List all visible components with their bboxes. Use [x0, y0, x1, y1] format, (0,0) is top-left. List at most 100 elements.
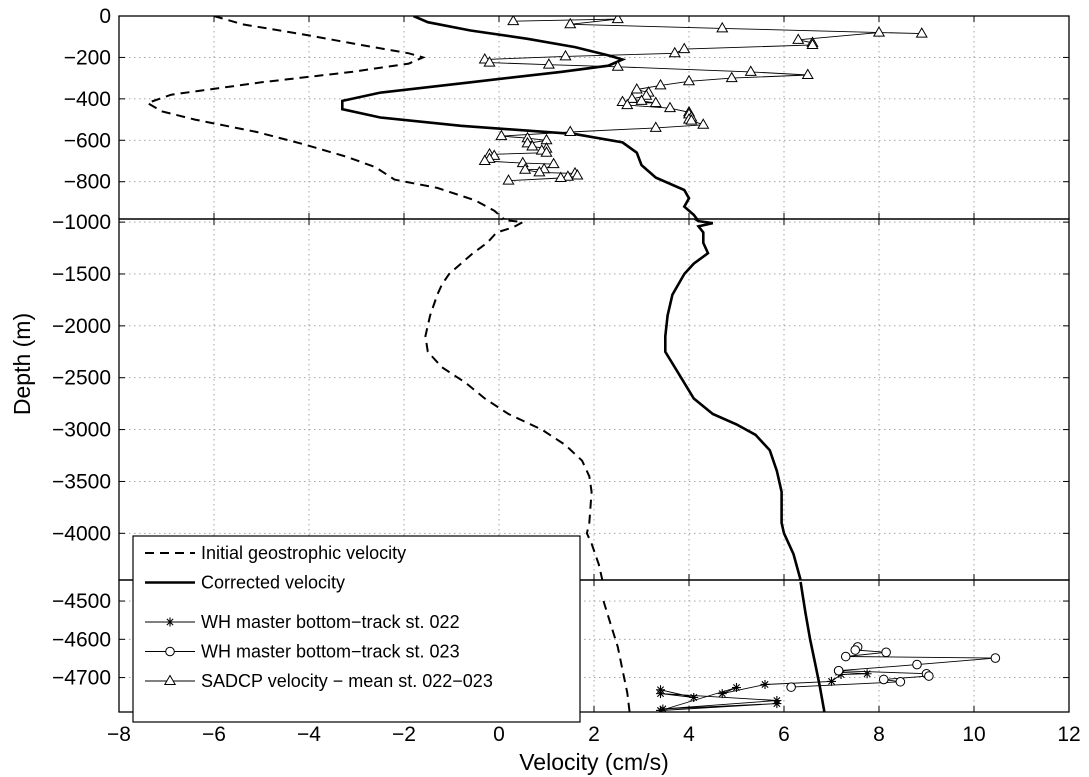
circle-marker	[990, 653, 1001, 663]
circle-marker	[924, 671, 934, 681]
legend-label: Initial geostrophic velocity	[201, 543, 406, 563]
series-1-panel-top	[341, 16, 699, 219]
x-tick-label: −2	[392, 723, 416, 746]
triangle-marker	[564, 17, 577, 29]
triangle-marker	[540, 146, 553, 157]
triangle-marker	[630, 83, 643, 94]
triangle-marker	[495, 129, 508, 141]
legend-label: Corrected velocity	[201, 573, 345, 593]
y-tick-label: −600	[64, 129, 111, 152]
x-tick-label: 8	[873, 723, 885, 746]
star-marker	[717, 689, 727, 699]
triangle-marker	[561, 170, 574, 181]
star-marker	[165, 617, 175, 627]
star-marker	[656, 705, 665, 712]
x-tick-label: 0	[493, 723, 505, 746]
y-tick-label: −1500	[52, 263, 111, 286]
legend-item: WH master bottom−track st. 023	[145, 642, 460, 662]
legend-item: SADCP velocity − mean st. 022−023	[145, 671, 493, 691]
star-marker	[760, 679, 770, 689]
series-0-panel-middle	[424, 219, 604, 580]
triangle-marker	[564, 125, 577, 136]
y-tick-label: −2000	[52, 315, 111, 338]
triangle-marker	[744, 65, 757, 76]
triangle-marker	[611, 60, 624, 71]
triangle-marker	[678, 42, 691, 54]
y-tick-label: −4500	[52, 590, 111, 613]
x-tick-label: 12	[1057, 723, 1080, 746]
triangle-marker	[668, 46, 681, 58]
series-line	[791, 646, 996, 688]
triangle-marker	[571, 169, 584, 180]
y-tick-label: 0	[99, 5, 111, 28]
legend-item: Corrected velocity	[145, 573, 345, 593]
triangle-marker	[649, 96, 662, 107]
y-tick-label: −4600	[52, 628, 111, 651]
triangle-marker	[554, 171, 567, 182]
series-line	[145, 16, 509, 219]
triangle-marker	[682, 74, 696, 86]
x-tick-label: −8	[107, 723, 131, 746]
star-marker	[658, 704, 668, 712]
triangle-marker	[649, 121, 662, 132]
x-tick-label: −6	[202, 723, 226, 746]
y-tick-label: −2500	[52, 367, 111, 390]
series-4-panel-top	[478, 16, 928, 185]
series-line	[341, 16, 699, 219]
circle-marker	[786, 682, 796, 692]
triangle-marker	[654, 78, 667, 90]
triangle-marker	[685, 114, 698, 125]
series-1-panel-bottom	[799, 581, 826, 712]
triangle-marker	[872, 26, 886, 37]
triangle-marker	[621, 98, 634, 110]
x-tick-label: −4	[297, 723, 321, 746]
triangle-marker	[806, 38, 819, 49]
triangle-marker	[547, 157, 560, 169]
x-tick-label: 6	[778, 723, 790, 746]
series-0-panel-top	[145, 16, 509, 219]
circle-marker	[165, 646, 175, 657]
series-1	[341, 16, 826, 712]
triangle-marker	[635, 94, 648, 105]
panel-frame-bottom	[118, 579, 1070, 713]
triangle-marker	[716, 21, 729, 33]
triangle-marker	[625, 92, 639, 103]
circle-marker	[912, 659, 922, 670]
triangle-marker	[697, 118, 710, 129]
series-line	[799, 581, 826, 712]
triangle-marker	[663, 101, 677, 113]
triangle-marker	[542, 58, 555, 69]
legend-box	[132, 535, 581, 723]
triangle-marker	[519, 163, 532, 174]
y-tick-label: −3000	[52, 419, 111, 442]
triangle-marker	[483, 56, 496, 67]
legend-label: WH master bottom−track st. 023	[201, 642, 460, 662]
x-tick-label: 10	[962, 723, 985, 746]
plot-frames	[118, 15, 1070, 713]
y-tick-label: −4700	[52, 667, 111, 690]
y-tick-label: −4000	[52, 522, 111, 545]
legend: Initial geostrophic velocity Corrected ve…	[132, 535, 581, 723]
star-marker	[772, 699, 782, 709]
triangle-marker	[163, 674, 177, 685]
circle-marker	[833, 665, 844, 676]
series-layer	[145, 16, 1001, 712]
series-3-panel-bottom	[786, 642, 1001, 692]
star-marker	[656, 689, 665, 699]
series-0	[145, 16, 631, 712]
triangle-marker	[478, 154, 491, 165]
series-line	[424, 219, 604, 580]
triangle-marker	[801, 68, 814, 80]
triangle-marker	[533, 165, 546, 177]
triangle-marker	[640, 89, 653, 100]
star-marker	[689, 692, 699, 702]
y-tick-label: −400	[64, 88, 111, 111]
triangle-marker	[792, 33, 805, 44]
triangle-marker	[611, 16, 624, 24]
star-marker	[862, 669, 872, 679]
y-tick-label: −200	[64, 46, 111, 69]
series-line	[664, 219, 802, 580]
x-tick-label: 4	[683, 723, 695, 746]
triangle-marker	[516, 156, 529, 168]
